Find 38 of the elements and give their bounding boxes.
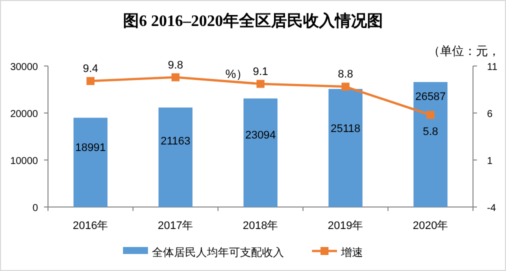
chart-title: 图6 2016–2020年全区居民收入情况图 bbox=[123, 12, 383, 30]
data-label: 21163 bbox=[160, 135, 190, 148]
data-label: 18991 bbox=[75, 142, 106, 154]
text: （单位：元， bbox=[428, 44, 500, 58]
bar bbox=[74, 118, 108, 207]
data-label: 25118 bbox=[330, 122, 360, 135]
bar bbox=[328, 88, 362, 207]
data-label: 9.1 bbox=[252, 66, 268, 78]
data-label: 9.4 bbox=[82, 63, 98, 76]
x-tick-label: 2019年 bbox=[328, 220, 364, 232]
y2-tick-label: 11 bbox=[487, 62, 498, 73]
y-tick-label: 30000 bbox=[10, 62, 38, 73]
annotation: %） bbox=[225, 67, 248, 81]
bar bbox=[244, 98, 278, 207]
legend-label: 全体居民人均年可支配收入 bbox=[152, 246, 284, 259]
y2-tick-label: 6 bbox=[487, 109, 493, 120]
data-label: 26587 bbox=[415, 91, 446, 104]
y2-tick-label: 1 bbox=[487, 156, 493, 167]
bar bbox=[414, 82, 448, 207]
point bbox=[426, 110, 434, 119]
point bbox=[172, 73, 180, 82]
data-label: 9.8 bbox=[168, 59, 184, 72]
legend-label: 增速 bbox=[340, 246, 363, 259]
y-tick-label: 0 bbox=[32, 203, 38, 214]
point bbox=[342, 82, 350, 91]
point bbox=[86, 77, 94, 86]
data-label: 23094 bbox=[245, 129, 276, 142]
y-tick-label: 20000 bbox=[10, 109, 38, 120]
y-tick-label: 10000 bbox=[10, 156, 38, 167]
x-tick-label: 2016年 bbox=[72, 220, 108, 232]
x-tick-label: 2018年 bbox=[242, 220, 278, 232]
point bbox=[256, 80, 264, 88]
bar bbox=[158, 108, 192, 207]
data-label: 8.8 bbox=[338, 68, 354, 81]
data-label: 5.8 bbox=[422, 126, 438, 138]
x-tick-label: 2017年 bbox=[158, 220, 194, 232]
y2-tick-label: -4 bbox=[487, 203, 496, 214]
x-tick-label: 2020年 bbox=[412, 220, 448, 232]
